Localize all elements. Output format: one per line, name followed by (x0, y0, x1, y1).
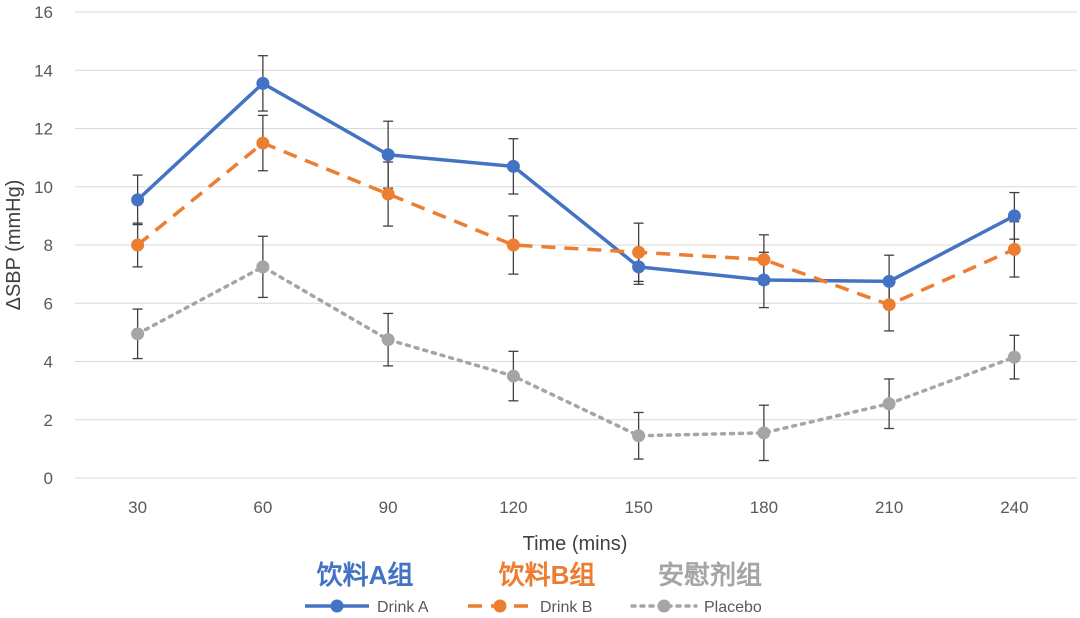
series-line-drink-b (136, 141, 1016, 307)
x-tick-240: 240 (1000, 498, 1028, 517)
series-line-placebo (135, 265, 1017, 438)
point-drink-b-30 (131, 238, 145, 252)
y-tick-10: 10 (34, 178, 53, 197)
point-drink-a-180 (757, 273, 771, 287)
legend-marker-placebo (657, 599, 671, 613)
point-drink-b-150 (632, 245, 646, 259)
point-placebo-60 (256, 260, 270, 274)
x-tick-150: 150 (624, 498, 652, 517)
y-tick-8: 8 (44, 236, 53, 255)
y-tick-14: 14 (34, 61, 53, 80)
series-lines (135, 81, 1017, 438)
point-placebo-120 (506, 369, 520, 383)
y-axis-title: ΔSBP (mmHg) (3, 180, 25, 311)
point-drink-b-240 (1007, 242, 1021, 256)
point-drink-b-120 (506, 238, 520, 252)
group-labels: 饮料A组 饮料B组 安慰剂组 (316, 560, 762, 590)
x-tick-180: 180 (750, 498, 778, 517)
group-label-a: 饮料A组 (316, 560, 414, 590)
y-tick-0: 0 (44, 469, 53, 488)
group-label-placebo: 安慰剂组 (658, 560, 762, 590)
x-tick-210: 210 (875, 498, 903, 517)
y-tick-12: 12 (34, 120, 53, 139)
point-drink-a-240 (1007, 209, 1021, 223)
point-placebo-240 (1007, 350, 1021, 364)
x-tick-60: 60 (253, 498, 272, 517)
point-drink-a-120 (506, 159, 520, 173)
group-label-b: 饮料B组 (498, 560, 596, 590)
point-placebo-180 (757, 426, 771, 440)
legend: Drink A Drink B Placebo (305, 599, 762, 616)
data-points (131, 76, 1021, 443)
point-drink-b-180 (757, 253, 771, 267)
legend-label-drink-a: Drink A (377, 599, 429, 616)
y-tick-16: 16 (34, 3, 53, 22)
x-tick-30: 30 (128, 498, 147, 517)
point-drink-a-150 (632, 260, 646, 274)
y-tick-4: 4 (44, 353, 53, 372)
legend-label-drink-b: Drink B (540, 599, 592, 616)
x-axis-title: Time (mins) (523, 533, 628, 555)
point-drink-a-90 (381, 148, 395, 162)
point-drink-b-60 (256, 136, 270, 150)
point-drink-a-30 (131, 193, 145, 207)
point-placebo-90 (381, 333, 395, 347)
y-tick-labels: 0 2 4 6 8 10 12 14 16 (34, 3, 53, 488)
x-tick-120: 120 (499, 498, 527, 517)
point-drink-a-60 (256, 76, 270, 90)
x-tick-90: 90 (379, 498, 398, 517)
point-drink-a-210 (882, 274, 896, 288)
y-tick-2: 2 (44, 411, 53, 430)
gridlines (75, 11, 1077, 479)
point-drink-b-210 (882, 298, 896, 312)
x-tick-labels: 30 60 90 120 150 180 210 240 (128, 498, 1028, 517)
y-tick-6: 6 (44, 294, 53, 313)
point-placebo-30 (131, 327, 145, 341)
point-drink-b-90 (381, 187, 395, 201)
point-placebo-210 (882, 397, 896, 411)
legend-marker-drink-a (330, 599, 344, 613)
legend-label-placebo: Placebo (704, 599, 762, 616)
point-placebo-150 (632, 429, 646, 443)
series-line-drink-a (136, 81, 1016, 284)
legend-marker-drink-b (493, 599, 507, 613)
